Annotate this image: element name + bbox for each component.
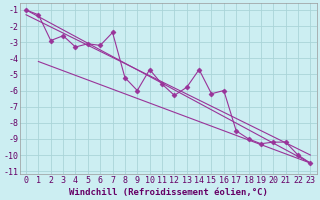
X-axis label: Windchill (Refroidissement éolien,°C): Windchill (Refroidissement éolien,°C): [69, 188, 268, 197]
